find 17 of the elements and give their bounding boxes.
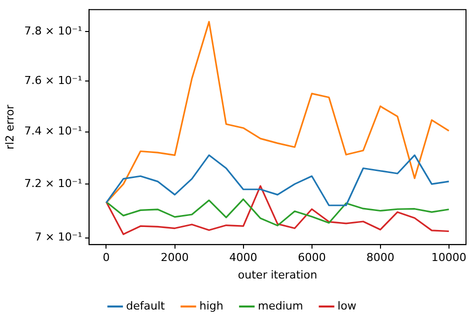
x-tick-label: 0	[102, 251, 110, 264]
y-axis-title: rl2 error	[3, 104, 16, 150]
y-tick-label: 7.8 × 10⁻¹	[24, 24, 82, 38]
x-tick-label: 6000	[298, 251, 326, 264]
x-tick-label: 2000	[160, 251, 189, 264]
legend-label: high	[199, 299, 224, 312]
x-axis-title: outer iteration	[238, 268, 318, 282]
x-tick-label: 10000	[431, 251, 466, 264]
legend-label: medium	[258, 299, 304, 312]
x-tick-label: 4000	[229, 251, 258, 264]
legend-label: default	[126, 299, 166, 312]
y-tick-label: 7.2 × 10⁻¹	[24, 176, 82, 190]
y-tick-label: 7 × 10⁻¹	[34, 230, 82, 244]
x-tick-label: 8000	[366, 251, 394, 264]
legend-label: low	[338, 299, 356, 312]
y-tick-label: 7.4 × 10⁻¹	[24, 124, 82, 138]
y-tick-label: 7.6 × 10⁻¹	[24, 74, 82, 87]
